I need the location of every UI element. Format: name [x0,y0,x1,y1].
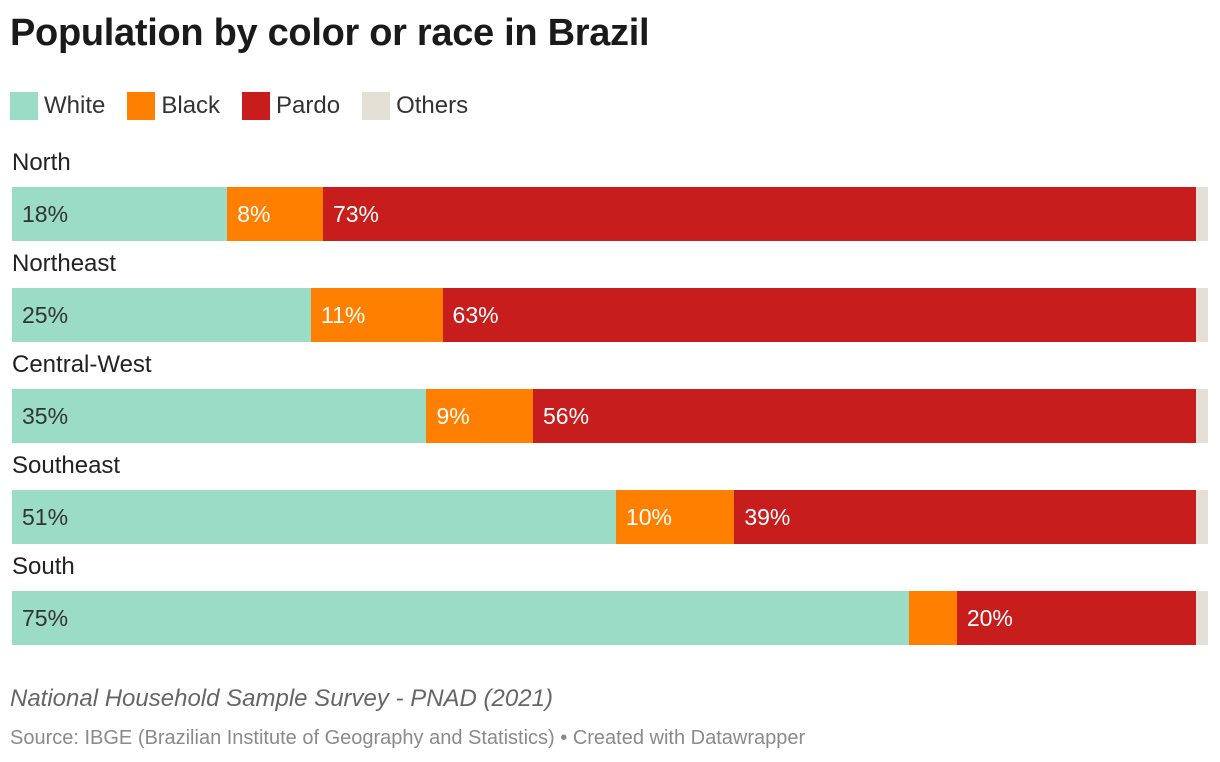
bar-segment-others [1196,187,1208,241]
data-label: 9% [436,403,470,429]
bar-segment-pardo: 73% [322,187,1197,241]
legend-item-black: Black [127,92,220,120]
category-label: Northeast [12,250,117,277]
data-label: 20% [966,605,1013,631]
legend-label: White [44,92,106,119]
bar-segment-black: 9% [426,389,534,443]
legend-swatch [10,92,38,120]
bar-segment-pardo: 63% [442,288,1197,342]
legend-item-pardo: Pardo [242,92,340,120]
data-label: 51% [22,504,69,530]
bar-segment-black [909,591,957,645]
data-label: 56% [543,403,590,429]
legend-label: Pardo [276,92,341,119]
bar-row: Central-West 35% 9% 56% [12,347,1208,448]
bar-segment-pardo: 56% [533,389,1197,443]
category-label: Southeast [12,452,121,479]
bar-segment-black: 8% [227,187,323,241]
stacked-bar: 25% 11% 63% [12,288,1208,342]
data-label: 10% [625,504,672,530]
legend-label: Black [161,92,221,119]
legend-swatch [362,92,391,120]
bar-segment-others [1196,490,1208,544]
bar-chart: North 18% 8% 73% Northeast 25% 11% 63% Central-W… [12,145,1208,650]
bar-row: South 75% 20% [12,549,1208,650]
data-label: 35% [22,403,69,429]
legend-swatch [242,92,271,120]
legend-item-others: Others [362,92,468,120]
data-label: 8% [237,201,271,227]
bar-segment-others [1196,288,1208,342]
bar-segment-black: 10% [615,490,735,544]
category-label: South [12,553,75,580]
bar-segment-pardo: 39% [734,490,1197,544]
data-label: 11% [321,302,366,328]
stacked-bar: 18% 8% 73% [12,187,1208,241]
bar-row: Northeast 25% 11% 63% [12,246,1208,347]
bar-row: North 18% 8% 73% [12,145,1208,246]
data-label: 73% [332,201,379,227]
stacked-bar: 75% 20% [12,591,1208,645]
bar-segment-white: 75% [12,591,909,645]
legend-item-white: White [10,92,105,120]
legend-label: Others [396,92,469,119]
bar-segment-others [1196,591,1208,645]
category-label: North [12,149,71,176]
category-label: Central-West [12,351,152,378]
data-label: 39% [744,504,791,530]
bar-segment-black: 11% [311,288,443,342]
chart-source: Source: IBGE (Brazilian Institute of Geo… [10,727,806,749]
bar-segment-white: 35% [12,389,427,443]
bar-segment-pardo: 20% [956,591,1197,645]
data-label: 18% [22,201,69,227]
data-label: 25% [22,302,69,328]
stacked-bar: 51% 10% 39% [12,490,1208,544]
bar-segment-white: 51% [12,490,616,544]
bar-segment-white: 18% [12,187,228,241]
legend-swatch [127,92,156,120]
legend: White Black Pardo Others [10,90,490,122]
bar-segment-white: 25% [12,288,311,342]
data-label: 75% [22,605,69,631]
bar-segment-others [1196,389,1208,443]
chart-title: Population by color or race in Brazil [10,12,650,54]
data-label: 63% [452,302,499,328]
stacked-bar: 35% 9% 56% [12,389,1208,443]
chart-note: National Household Sample Survey - PNAD … [10,685,553,712]
bar-row: Southeast 51% 10% 39% [12,448,1208,549]
